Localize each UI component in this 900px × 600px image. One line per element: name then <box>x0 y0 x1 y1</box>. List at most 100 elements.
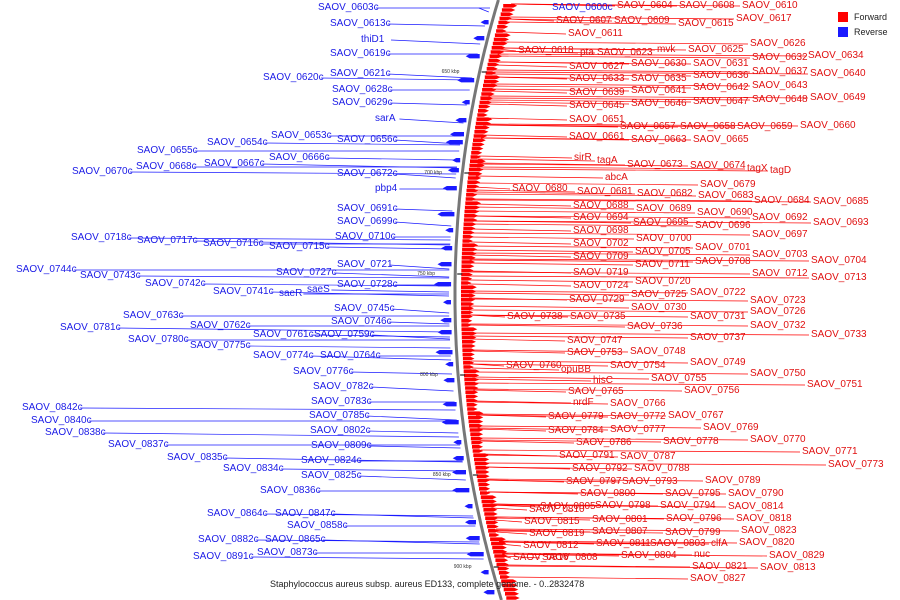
leader-line <box>350 371 453 375</box>
reverse-feature <box>455 118 467 123</box>
gene-label: SAOV_0803 <box>650 538 706 549</box>
forward-feature <box>463 369 480 373</box>
leader-line <box>366 415 457 421</box>
forward-feature <box>463 230 475 235</box>
reverse-feature <box>445 228 454 233</box>
gene-label: SAOV_0742c <box>145 278 206 289</box>
gene-label: SAOV_0697 <box>752 229 808 240</box>
gene-label: SAOV_0765 <box>568 386 624 397</box>
leader-line <box>478 7 489 13</box>
gene-label: SAOV_0836c <box>260 485 321 496</box>
leader-line <box>247 345 451 349</box>
leader-line <box>505 564 691 568</box>
leader-line <box>489 90 568 94</box>
gene-label: SAOV_0600c <box>552 2 613 13</box>
forward-feature <box>461 251 477 256</box>
leader-line <box>471 223 694 227</box>
forward-feature <box>480 96 494 101</box>
gene-label: SAOV_0741c <box>213 286 274 297</box>
forward-feature <box>462 356 475 361</box>
gene-label: SAOV_0840c <box>31 415 92 426</box>
forward-feature <box>461 268 474 273</box>
leader-line <box>470 236 635 240</box>
forward-feature <box>472 445 483 449</box>
forward-feature <box>472 449 484 453</box>
reverse-feature <box>480 20 489 25</box>
leader-line <box>488 95 809 99</box>
leader-line <box>480 449 801 453</box>
leader-line <box>483 466 633 470</box>
gene-label: SAOV_0604 <box>617 0 673 11</box>
gene-label: SAOV_0818 <box>736 513 792 524</box>
reverse-feature <box>442 402 457 407</box>
gene-label: SAOV_0711 <box>635 259 690 270</box>
leader-line <box>471 215 572 219</box>
scale-tick-marks <box>457 71 499 568</box>
gene-label: SAOV_0842c <box>22 402 83 413</box>
forward-feature <box>468 167 484 172</box>
leader-line <box>511 3 741 7</box>
reverse-feature <box>465 536 480 541</box>
forward-feature <box>461 327 478 331</box>
gene-label: SAOV_0793 <box>622 476 678 487</box>
gene-label: pbp4 <box>375 183 398 194</box>
gene-label: SAOV_0769 <box>703 422 759 433</box>
leader-line <box>487 99 692 103</box>
leader-line <box>469 270 572 274</box>
forward-feature <box>491 541 507 546</box>
forward-feature <box>476 117 493 122</box>
gene-label: SAOV_0648 <box>752 94 808 105</box>
gene-label: SAOV_0815 <box>524 516 580 527</box>
forward-feature <box>490 50 505 54</box>
leader-line <box>394 208 453 212</box>
forward-feature <box>464 373 480 378</box>
gene-label: pta <box>580 47 594 58</box>
leader-line <box>371 334 450 340</box>
leader-line <box>475 414 609 418</box>
leader-line <box>472 378 592 382</box>
gene-label: SAOV_0670c <box>72 166 133 177</box>
gene-label: SAOV_0754 <box>610 360 666 371</box>
leader-line <box>469 283 572 287</box>
forward-feature <box>474 130 489 134</box>
forward-feature <box>461 264 475 268</box>
reverse-feature <box>434 282 452 287</box>
forward-feature <box>478 482 490 487</box>
gene-label: SAOV_0782c <box>313 381 374 392</box>
forward-feature <box>472 142 485 147</box>
gene-label: SAOV_0783c <box>311 396 372 407</box>
gene-label: SAOV_0729 <box>569 294 625 305</box>
gene-label: clfA <box>711 538 728 549</box>
leader-line <box>493 69 751 73</box>
leader-line <box>477 425 702 429</box>
leader-line <box>129 171 457 175</box>
gene-label: SAOV_0724 <box>573 280 629 291</box>
forward-feature <box>462 348 476 352</box>
gene-label: SAOV_0608 <box>679 0 735 11</box>
forward-feature <box>483 79 500 84</box>
forward-feature <box>470 432 484 436</box>
forward-feature <box>464 214 479 218</box>
forward-feature <box>461 298 475 302</box>
gene-label: SAOV_0847c <box>275 508 336 519</box>
gene-label: SAOV_0647 <box>693 96 749 107</box>
gene-label: SAOV_0798 <box>595 500 651 511</box>
forward-feature <box>476 474 490 478</box>
forward-feature <box>465 197 477 201</box>
forward-feature <box>461 289 477 294</box>
gene-label: SAOV_0629c <box>332 97 393 108</box>
forward-feature <box>477 113 488 117</box>
leader-line <box>370 386 454 392</box>
forward-feature <box>461 260 475 264</box>
gene-label: SAOV_0811 <box>596 538 651 549</box>
gene-label: tagD <box>770 165 792 176</box>
forward-feature <box>471 151 483 155</box>
leader-line <box>472 203 572 207</box>
leader-line <box>469 338 566 342</box>
leader-line <box>493 517 591 521</box>
gene-label: SAOV_0632 <box>752 52 808 63</box>
gene-label: SAOV_0810 <box>529 504 585 515</box>
leader-line <box>502 555 541 559</box>
leader-line <box>470 241 572 245</box>
gene-label: SAOV_0709 <box>573 251 629 262</box>
